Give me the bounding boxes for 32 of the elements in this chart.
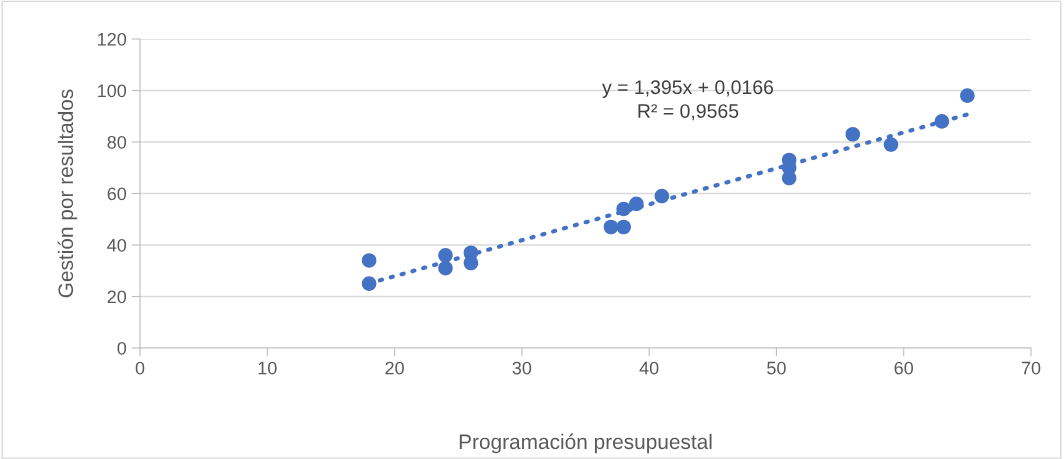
point <box>361 253 377 268</box>
point <box>960 88 975 103</box>
y-tick-label: 80 <box>107 135 127 149</box>
point <box>934 114 950 129</box>
point <box>629 196 644 212</box>
y-tick-label: 0 <box>117 341 127 355</box>
x-tick-label: 40 <box>639 361 659 375</box>
point <box>603 219 619 235</box>
point <box>438 260 453 276</box>
y-tick-label: 60 <box>107 187 127 201</box>
y-tick-label: 120 <box>98 32 127 46</box>
point <box>616 201 631 217</box>
x-tick-label: 10 <box>258 361 277 375</box>
x-tick-label: 70 <box>1021 361 1041 375</box>
point <box>361 276 377 291</box>
x-axis-title: Programación presupuestal <box>459 433 712 454</box>
point <box>883 137 899 152</box>
x-tick-label: 0 <box>135 361 145 375</box>
x-tick-label: 60 <box>894 361 914 375</box>
y-tick-label: 100 <box>98 84 127 98</box>
point <box>654 188 670 204</box>
x-tick-label: 50 <box>767 361 786 375</box>
point <box>463 255 479 271</box>
y-tick-label: 40 <box>107 238 127 252</box>
point <box>438 248 453 263</box>
point <box>845 126 861 142</box>
x-tick-label: 30 <box>512 361 532 375</box>
y-tick-label: 20 <box>107 290 127 304</box>
point <box>616 219 631 235</box>
y-axis-title: Gestión por resultados <box>57 89 78 298</box>
annotation: y = 1,395x + 0,0166 R² = 0,9565 <box>602 80 774 121</box>
x-tick-label: 20 <box>385 361 404 375</box>
